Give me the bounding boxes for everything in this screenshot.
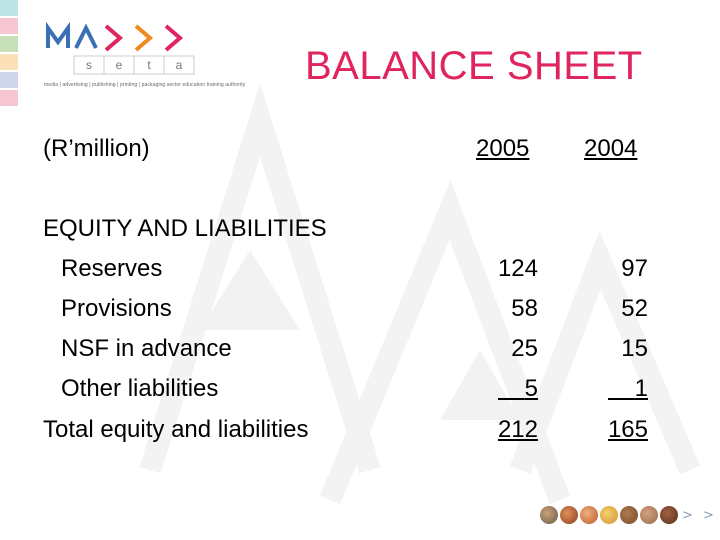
value-2005-other-liabilities-text: 5 [524,375,538,402]
thumbnail-7[interactable] [660,506,678,524]
value-2004-provisions: 52 [621,295,648,322]
value-2005-nsf-in-advance: 25 [511,335,538,362]
page-title: BALANCE SHEET [305,44,643,88]
value-2005-reserves: 124 [497,255,538,282]
logo-tagline: media | advertising | publishing | print… [44,82,246,88]
row-label-nsf-in-advance: NSF in advance [61,335,232,362]
thumbnail-2[interactable] [560,506,578,524]
row-label-total: Total equity and liabilities [43,416,309,443]
logo-letter-e: e [116,58,123,72]
logo-mark: s e t a [46,21,195,75]
section-heading: EQUITY AND LIABILITIES [43,215,327,242]
logo-letter-a: a [176,58,183,72]
year-2004-header: 2004 [584,135,638,162]
value-2004-total: 165 [607,416,648,443]
next-slide-arrows[interactable]: > > [682,508,717,523]
value-2005-other-liabilities: 5 [458,375,538,403]
footer-thumbnails [540,506,678,524]
year-2005-header: 2005 [476,135,530,162]
logo-letter-s: s [86,58,92,72]
mappp-logo: s e t a media | advertising | publishing… [44,21,245,92]
thumbnail-1[interactable] [540,506,558,524]
row-label-provisions: Provisions [61,295,172,322]
thumbnail-4[interactable] [600,506,618,524]
value-2005-provisions: 58 [511,295,538,322]
logo-letter-t: t [147,58,151,72]
thumbnail-6[interactable] [640,506,658,524]
row-label-reserves: Reserves [61,255,163,282]
unit-label: (R’million) [43,135,150,162]
thumbnail-5[interactable] [620,506,638,524]
value-2004-other-liabilities-text: 1 [634,375,648,402]
color-strip [0,0,18,110]
value-2004-nsf-in-advance: 15 [621,335,648,362]
value-2004-reserves: 97 [621,255,648,282]
value-2004-other-liabilities: 1 [568,375,648,403]
row-label-other-liabilities: Other liabilities [61,375,219,402]
value-2005-total: 212 [497,416,538,443]
thumbnail-3[interactable] [580,506,598,524]
